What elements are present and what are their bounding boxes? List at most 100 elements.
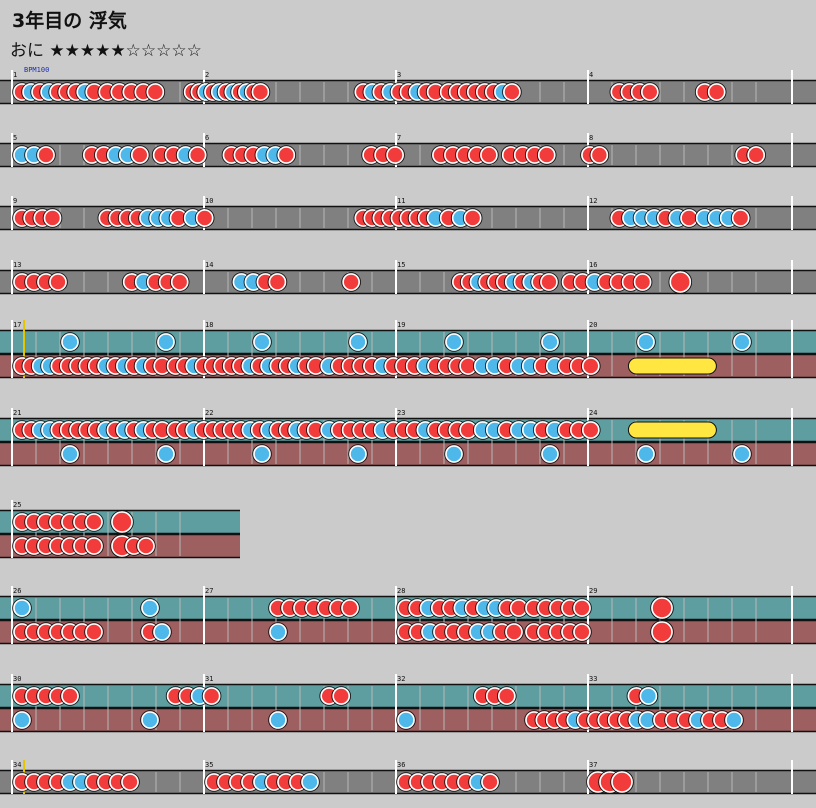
note-outline (252, 444, 272, 464)
note-outline (130, 145, 150, 165)
note-outline (156, 444, 176, 464)
song-title: 3年目の 浮気 (12, 10, 127, 32)
measure-number: 17 (13, 321, 21, 329)
ka-note (141, 711, 159, 729)
note-outline (650, 620, 674, 644)
ka-note (253, 333, 271, 351)
measure-number: 32 (397, 675, 405, 683)
note-outline (580, 420, 601, 440)
don-note (707, 83, 726, 101)
note-outline (539, 272, 559, 292)
measure-number: 28 (397, 587, 405, 595)
note-outline (340, 598, 360, 618)
bpm-label: BPM100 (24, 66, 49, 74)
ka-note (639, 687, 658, 705)
note-outline (169, 272, 190, 292)
don-note (188, 146, 207, 164)
note-outline (348, 444, 368, 464)
note-outline (250, 82, 271, 102)
don-note (85, 537, 103, 555)
note-outline (140, 598, 160, 618)
note-outline (724, 710, 744, 730)
note-outline (268, 710, 288, 730)
measure-number: 5 (13, 134, 17, 142)
don-note (503, 83, 521, 101)
don-note (581, 357, 600, 375)
note-outline (589, 145, 610, 165)
measure-number: 10 (205, 197, 213, 205)
ka-note (253, 445, 271, 463)
ka-note (269, 623, 287, 641)
note-outline (60, 332, 80, 352)
ka-note (349, 333, 367, 351)
don-note (341, 599, 359, 617)
ka-note (725, 711, 743, 729)
don-note (480, 146, 498, 164)
measure-number: 24 (589, 409, 597, 417)
note-outline (145, 82, 166, 102)
note-outline (536, 145, 557, 165)
measure-number: 23 (397, 409, 405, 417)
don-note (581, 421, 600, 439)
note-outline (610, 770, 634, 794)
ka-note (13, 599, 31, 617)
note-outline (480, 772, 500, 792)
note-outline (732, 332, 752, 352)
measure-number: 20 (589, 321, 597, 329)
measure-number: 29 (589, 587, 597, 595)
note-outline (187, 145, 208, 165)
ka-note (13, 711, 31, 729)
ka-note (541, 333, 559, 351)
note-outline (276, 145, 297, 165)
note-outline (444, 332, 464, 352)
don-note (131, 146, 149, 164)
measure-number: 14 (205, 261, 213, 269)
level-stars: ★★★★★☆☆☆☆☆ (49, 41, 202, 61)
ka-note (61, 333, 79, 351)
ka-note (733, 333, 751, 351)
note-outline (668, 270, 693, 294)
note-outline (746, 145, 766, 165)
measure-number: 15 (397, 261, 405, 269)
ka-note (141, 599, 159, 617)
don-note (268, 273, 287, 291)
don-note (49, 273, 67, 291)
note-outline (300, 772, 320, 792)
ka-note (153, 623, 171, 641)
don-note (573, 599, 591, 617)
don-note (633, 273, 652, 291)
lane (0, 330, 816, 354)
note-outline (201, 686, 222, 706)
big-don-note (611, 771, 633, 793)
note-outline (540, 332, 560, 352)
don-note (195, 209, 214, 227)
measure-number: 2 (205, 71, 209, 79)
note-outline (572, 622, 592, 642)
note-outline (252, 332, 272, 352)
note-outline (84, 512, 104, 532)
note-outline (572, 598, 592, 618)
course-name: おに (10, 41, 44, 61)
big-don-note (651, 621, 673, 643)
note-outline (42, 208, 63, 228)
ka-note (445, 445, 463, 463)
measure-number: 31 (205, 675, 213, 683)
note-outline (496, 686, 517, 706)
measure-number: 13 (13, 261, 21, 269)
note-outline (504, 622, 524, 642)
don-note (37, 146, 55, 164)
don-note (481, 773, 499, 791)
don-note (497, 687, 516, 705)
note-outline (385, 145, 405, 165)
don-note (170, 273, 189, 291)
measure-number: 34 (13, 761, 21, 769)
note-outline (48, 272, 68, 292)
ka-note (349, 445, 367, 463)
ka-note (637, 445, 655, 463)
measure-number: 37 (589, 761, 597, 769)
measure-number: 4 (589, 71, 593, 79)
note-outline (268, 622, 288, 642)
don-note (137, 537, 155, 555)
don-note (332, 687, 351, 705)
